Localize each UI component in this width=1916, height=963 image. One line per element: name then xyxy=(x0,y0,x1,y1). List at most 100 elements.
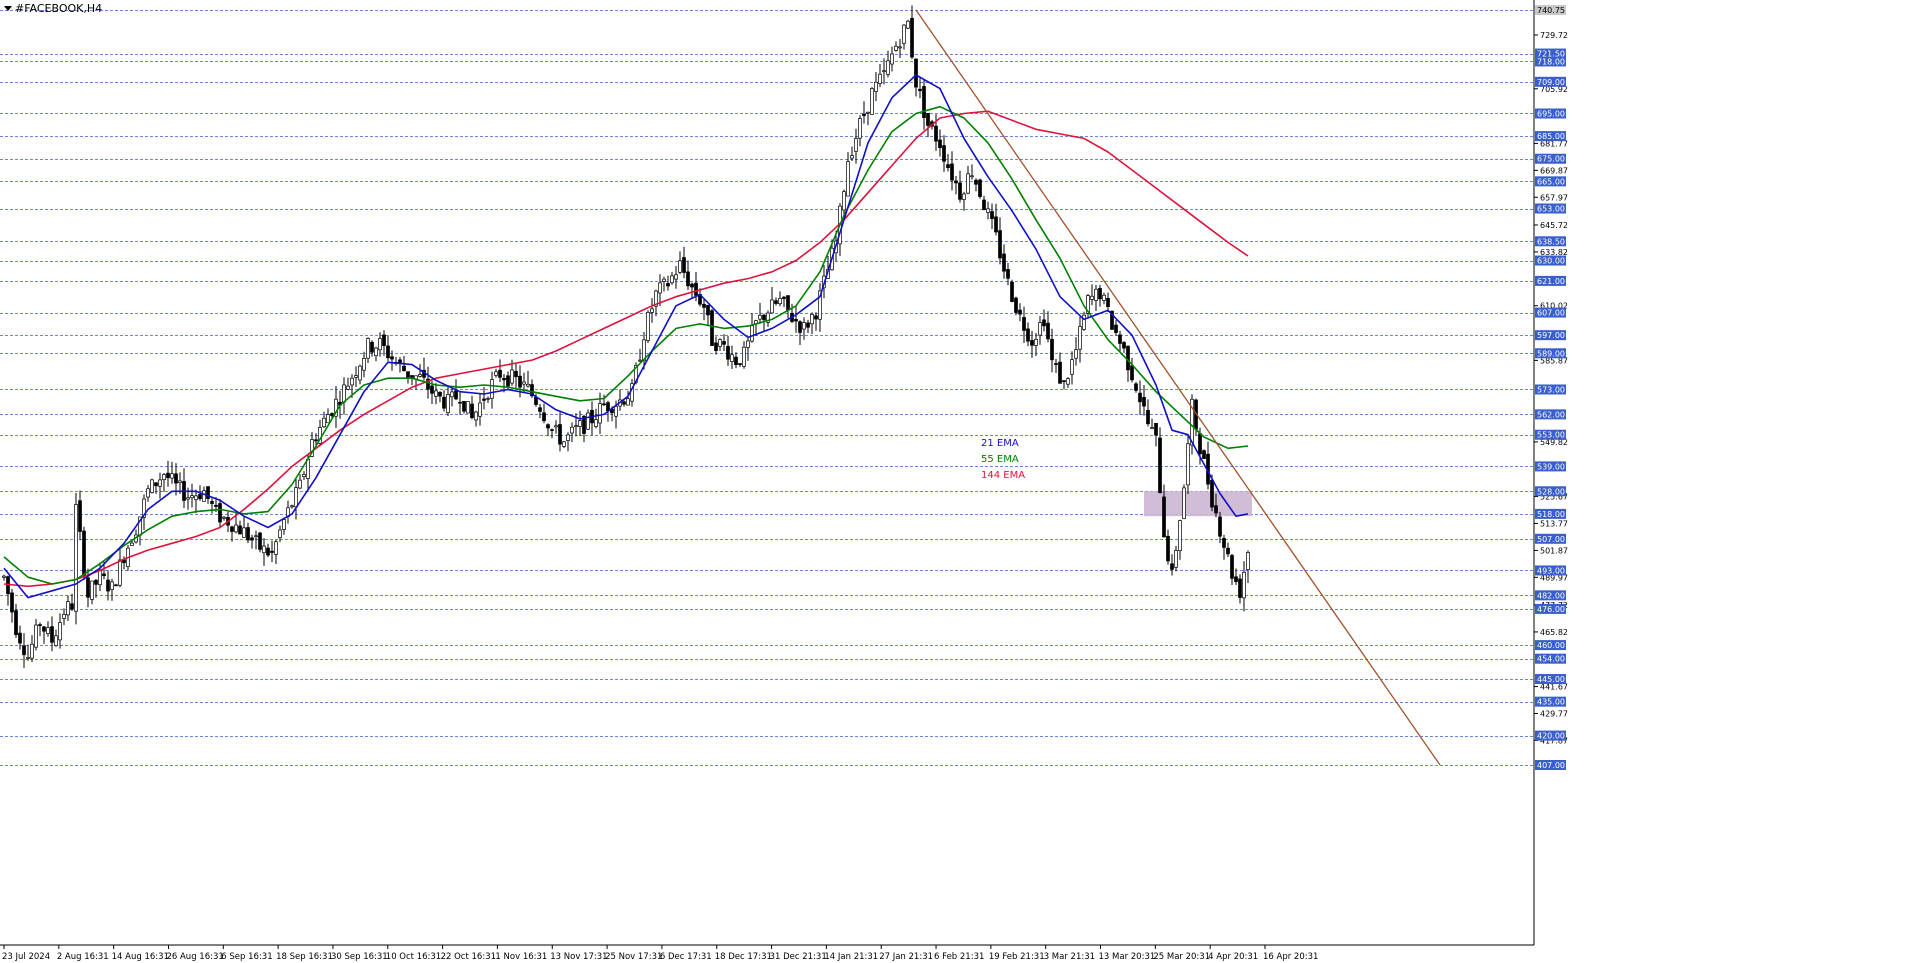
candle-body xyxy=(246,527,250,541)
candle-body xyxy=(54,635,58,647)
price-level-label: 607.00 xyxy=(1537,309,1565,318)
candle-body xyxy=(910,17,914,58)
candle-body xyxy=(578,420,582,427)
candle-body xyxy=(1078,326,1082,350)
candle-body xyxy=(658,282,662,294)
candle-body xyxy=(146,488,150,498)
candle-body xyxy=(978,179,982,197)
chart-title[interactable]: #FACEBOOK,H4 xyxy=(4,2,102,15)
price-level-tag xyxy=(1535,176,1566,187)
candle-body xyxy=(110,581,114,590)
candle-body xyxy=(1106,298,1110,308)
candle-body xyxy=(918,88,922,91)
time-tick-label: 14 Jan 21:31 xyxy=(824,952,878,962)
candle-body xyxy=(46,627,50,634)
price-level-label: 675.00 xyxy=(1537,155,1565,164)
price-level-label: 597.00 xyxy=(1537,331,1565,340)
candle-body xyxy=(894,45,898,51)
price-tick-label: 429.77 xyxy=(1540,709,1568,718)
candle-body xyxy=(150,479,154,493)
price-level-tag xyxy=(1535,153,1566,164)
candle-body xyxy=(1130,365,1134,381)
price-tick-label: 705.92 xyxy=(1540,85,1568,94)
price-level-tag xyxy=(1535,533,1566,544)
candle-body xyxy=(710,310,714,346)
candle-body xyxy=(934,125,938,142)
candle-body xyxy=(1154,422,1158,436)
candle-body xyxy=(574,425,578,427)
candle-body xyxy=(294,487,298,508)
candle-body xyxy=(378,338,382,351)
candle-body xyxy=(266,547,270,556)
candle-body xyxy=(1174,550,1178,568)
candle-body xyxy=(454,390,458,400)
candle-body xyxy=(438,391,442,397)
candle-body xyxy=(818,290,822,320)
candle-body xyxy=(474,411,478,421)
candle-body xyxy=(842,191,846,211)
candle-body xyxy=(350,377,354,386)
candle-body xyxy=(798,321,802,333)
candle-body xyxy=(670,275,674,284)
candle-body xyxy=(514,371,518,378)
candle-body xyxy=(558,424,562,445)
candle-body xyxy=(870,88,874,115)
candle-body xyxy=(814,315,818,320)
candle-body xyxy=(234,524,238,533)
candle-body xyxy=(194,495,198,501)
dropdown-triangle-icon[interactable] xyxy=(4,6,12,11)
price-level-tag xyxy=(1535,590,1566,601)
price-level-tag xyxy=(1535,348,1566,359)
price-level-tag xyxy=(1535,730,1566,741)
price-level-label: 709.00 xyxy=(1537,78,1565,87)
candle-body xyxy=(1146,410,1150,425)
candle-body xyxy=(726,345,730,360)
candle-body xyxy=(122,559,126,564)
candle-body xyxy=(1182,487,1186,520)
trendline xyxy=(915,9,1441,766)
candle-body xyxy=(502,378,506,381)
price-level-label: 407.00 xyxy=(1537,761,1565,770)
support-zone xyxy=(1144,491,1252,517)
candle-body xyxy=(762,314,766,321)
candle-body xyxy=(178,480,182,484)
price-level-label: 476.00 xyxy=(1537,605,1565,614)
candle-body xyxy=(186,497,190,500)
candle-body xyxy=(922,86,926,118)
candle-body xyxy=(278,529,282,538)
price-level-label: 420.00 xyxy=(1537,732,1565,741)
time-tick-label: 6 Dec 17:31 xyxy=(660,952,712,962)
candle-body xyxy=(602,403,606,406)
candle-body xyxy=(650,308,654,313)
candle-body xyxy=(346,385,350,390)
time-tick-label: 2 Aug 16:31 xyxy=(57,952,109,962)
price-tick-label: 610.02 xyxy=(1540,302,1568,311)
candle-body xyxy=(554,425,558,428)
candle-body xyxy=(162,474,166,481)
candle-body xyxy=(290,505,294,508)
candle-body xyxy=(1114,324,1118,333)
candle-body xyxy=(1234,576,1238,583)
time-tick-label: 10 Oct 16:31 xyxy=(386,952,441,962)
price-level-tag xyxy=(1535,461,1566,472)
candle-body xyxy=(938,139,942,149)
candle-body xyxy=(42,626,46,632)
candle-body xyxy=(1030,340,1034,346)
candle-body xyxy=(1158,437,1162,494)
candle-body xyxy=(678,260,682,273)
price-level-tag xyxy=(1535,236,1566,247)
price-tick-label: 657.97 xyxy=(1540,193,1568,202)
candle-body xyxy=(1086,295,1090,314)
candle-body xyxy=(522,381,526,385)
legend-entry: 144 EMA xyxy=(981,470,1025,481)
candle-body xyxy=(998,230,1002,259)
candle-body xyxy=(10,592,14,613)
candle-body xyxy=(1006,269,1010,279)
candle-body xyxy=(810,314,814,325)
time-tick-label: 18 Dec 17:31 xyxy=(715,952,772,962)
candle-body xyxy=(1246,552,1250,570)
candle-body xyxy=(366,338,370,359)
candle-body xyxy=(362,358,366,371)
time-tick-label: 30 Sep 16:31 xyxy=(331,952,388,962)
